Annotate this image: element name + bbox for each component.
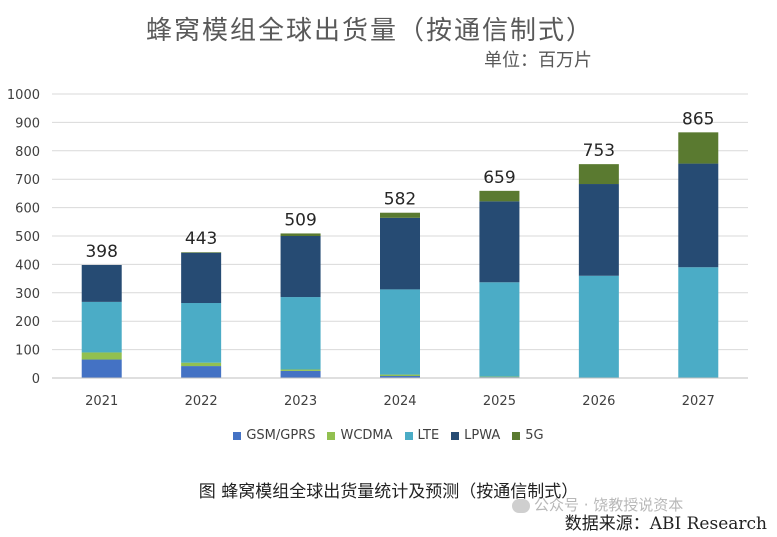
bar-segment-5g [578,164,619,185]
x-tick-label: 2023 [284,394,317,409]
legend-swatch [451,431,460,440]
bar-segment-wcdma [380,374,420,377]
y-tick-label: 200 [15,315,40,330]
bar-segment-lte [479,282,520,377]
legend-label: 5G [525,428,544,443]
x-tick-label: 2022 [185,394,218,409]
y-tick-label: 600 [15,202,40,217]
x-tick-label: 2025 [483,394,516,409]
bar-segment-lpwa [81,264,122,302]
total-data-label: 582 [384,190,416,210]
bar-stacks [81,132,719,378]
legend-item: GSM/GPRS [233,428,315,443]
bar-segment-wcdma [81,352,122,360]
bar-segment-5g [678,132,719,164]
bar-segment-lpwa [280,236,321,298]
y-tick-label: 300 [15,287,40,302]
total-data-label: 509 [284,210,316,230]
bar-stack-2026 [578,164,619,378]
total-data-label: 443 [185,229,217,249]
data-source: 数据来源：ABI Research [564,514,767,534]
y-tick-label: 0 [32,372,40,387]
bar-segment-lte [81,301,122,353]
bar-segment-lte [280,297,321,370]
bar-segment-lpwa [380,217,420,290]
bar-stack-2021 [81,264,122,378]
x-axis: 2021 2022 2023 2024 2025 2026 2027 [52,377,748,409]
bar-segment-wcdma [280,369,321,371]
bar-segment-lpwa [181,252,222,304]
total-data-label: 398 [85,242,117,262]
y-tick-label: 800 [15,145,40,160]
figure-caption: 图 蜂窝模组全球出货量统计及预测（按通信制式） [198,482,579,502]
y-tick-label: 400 [15,258,40,273]
bar-segment-5g [380,212,420,218]
bar-segment-gsm-gprs [81,359,122,378]
y-tick-label: 700 [15,173,40,188]
chart-title: 蜂窝模组全球出货量（按通信制式） [145,16,594,46]
bar-stack-2025 [479,190,520,378]
y-tick-label: 1000 [7,88,40,103]
legend-label: WCDMA [340,428,393,443]
watermark-text: 公众号 · 饶教授说资本 [534,496,684,514]
bar-segment-lte [380,289,420,375]
y-axis: 0 100 200 300 400 500 600 700 800 900 1000 [7,88,40,387]
bar-stack-2024 [380,212,420,378]
bar-segment-lte [678,267,719,378]
legend-label: LPWA [464,428,501,443]
bar-segment-lpwa [678,163,719,268]
bar-segment-5g [280,233,321,236]
total-labels: 398 443 509 582 659 753 865 [85,109,714,262]
bar-segment-5g [181,252,222,253]
bar-segment-lpwa [578,184,619,276]
bar-segment-gsm-gprs [380,376,420,378]
x-tick-label: 2026 [582,394,615,409]
legend-swatch [327,431,336,440]
y-tick-label: 100 [15,344,40,359]
watermark: 公众号 · 饶教授说资本 [512,494,683,515]
legend-label: GSM/GPRS [246,428,316,443]
y-tick-label: 900 [15,116,40,131]
unit-label: 单位：百万片 [484,50,592,71]
legend-swatch [404,431,413,440]
x-tick-label: 2024 [383,394,416,409]
bar-segment-lpwa [479,201,520,283]
wechat-icon [512,498,530,513]
x-tick-label: 2027 [682,394,715,409]
legend-label: LTE [417,428,440,443]
legend-item: 5G [512,428,544,443]
bar-segment-lte [181,303,222,363]
bar-stack-2022 [181,252,222,378]
bar-segment-wcdma [181,362,222,367]
bar-stack-2027 [678,132,719,378]
legend-item: LTE [404,428,440,443]
bar-segment-5g [479,190,520,202]
legend-swatch [512,431,521,440]
y-tick-label: 500 [15,230,40,245]
bar-stack-2023 [280,233,321,378]
legend-swatch [233,431,242,440]
total-data-label: 659 [483,168,515,188]
bar-segment-gsm-gprs [280,370,321,378]
bar-segment-lte [578,275,619,378]
total-data-label: 753 [583,141,615,161]
bar-segment-wcdma [479,376,520,378]
legend: GSM/GPRS WCDMA LTE LPWA 5G [0,428,777,443]
legend-item: WCDMA [327,428,393,443]
bar-segment-gsm-gprs [181,366,222,378]
total-data-label: 865 [682,109,714,129]
legend-item: LPWA [451,428,500,443]
x-tick-label: 2021 [85,394,118,409]
